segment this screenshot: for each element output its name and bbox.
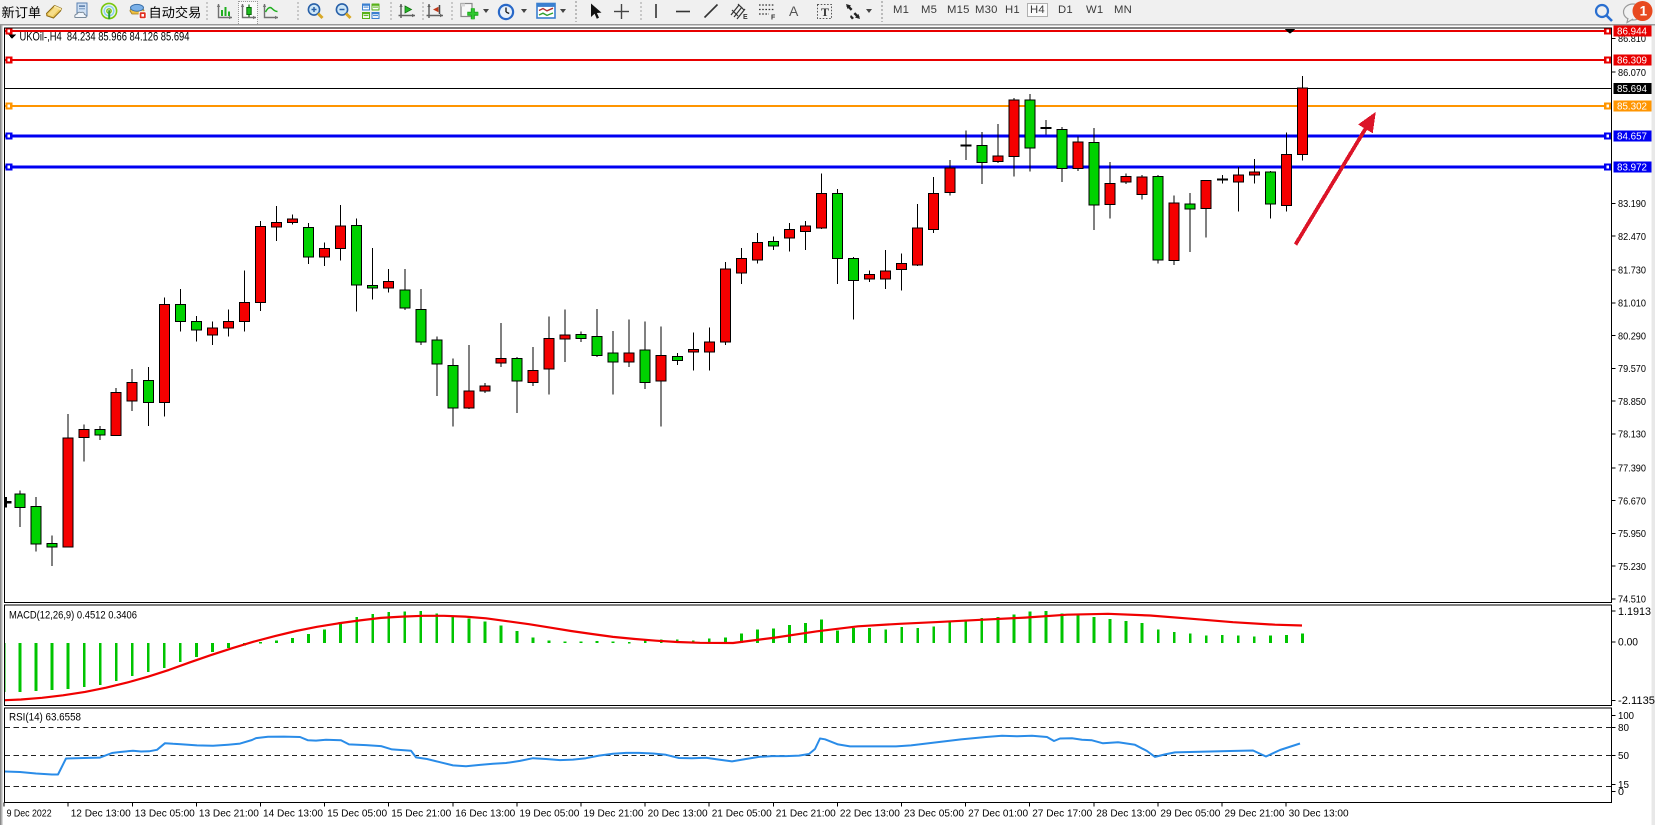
svg-text:13 Dec 05:00: 13 Dec 05:00: [135, 809, 195, 820]
svg-text:85.694: 85.694: [1617, 84, 1647, 95]
svg-text:15 Dec 21:00: 15 Dec 21:00: [391, 809, 451, 820]
svg-text:30 Dec 13:00: 30 Dec 13:00: [1289, 809, 1349, 820]
svg-text:84.657: 84.657: [1617, 132, 1647, 143]
svg-text:-2.1135: -2.1135: [1618, 695, 1655, 707]
svg-text:MACD(12,26,9) 0.4512 0.3406: MACD(12,26,9) 0.4512 0.3406: [9, 610, 137, 622]
svg-text:21 Dec 05:00: 21 Dec 05:00: [712, 809, 772, 820]
svg-text:83.972: 83.972: [1617, 163, 1647, 174]
svg-text:23 Dec 05:00: 23 Dec 05:00: [904, 809, 964, 820]
svg-text:1: 1: [1640, 4, 1648, 19]
svg-text:80: 80: [1618, 723, 1629, 734]
svg-text:27 Dec 01:00: 27 Dec 01:00: [968, 809, 1028, 820]
svg-text:20 Dec 13:00: 20 Dec 13:00: [648, 809, 708, 820]
svg-text:29 Dec 21:00: 29 Dec 21:00: [1225, 809, 1285, 820]
svg-text:79.570: 79.570: [1618, 364, 1646, 375]
svg-text:76.670: 76.670: [1618, 496, 1646, 507]
svg-text:81.730: 81.730: [1618, 266, 1646, 277]
svg-text:78.850: 78.850: [1618, 397, 1646, 408]
svg-text:75.230: 75.230: [1618, 562, 1646, 573]
svg-text:19 Dec 05:00: 19 Dec 05:00: [519, 809, 579, 820]
svg-text:75.950: 75.950: [1618, 529, 1646, 540]
svg-text:86.070: 86.070: [1618, 68, 1646, 79]
svg-text:14 Dec 13:00: 14 Dec 13:00: [263, 809, 323, 820]
svg-text:9 Dec 2022: 9 Dec 2022: [7, 809, 52, 820]
svg-text:19 Dec 21:00: 19 Dec 21:00: [584, 809, 644, 820]
svg-text:1.1913: 1.1913: [1618, 606, 1651, 618]
svg-text:F: F: [771, 15, 776, 21]
svg-text:77.390: 77.390: [1618, 464, 1646, 475]
svg-text:85.302: 85.302: [1617, 102, 1647, 113]
svg-text:13 Dec 21:00: 13 Dec 21:00: [199, 809, 259, 820]
svg-text:86.944: 86.944: [1617, 27, 1647, 38]
svg-text:100: 100: [1618, 711, 1634, 722]
svg-text:82.470: 82.470: [1618, 232, 1646, 243]
svg-text:RSI(14) 63.6558: RSI(14) 63.6558: [9, 712, 81, 724]
svg-text:15 Dec 05:00: 15 Dec 05:00: [327, 809, 387, 820]
svg-text:0.00: 0.00: [1618, 637, 1638, 649]
svg-text:15: 15: [1618, 780, 1629, 791]
svg-text:0: 0: [1618, 787, 1624, 798]
svg-text:83.190: 83.190: [1618, 199, 1646, 210]
svg-text:E: E: [743, 14, 748, 20]
svg-text:UKOil-,H4 84.234 85.966 84.12: UKOil-,H4 84.234 85.966 84.126 85.694: [20, 30, 190, 44]
svg-text:22 Dec 13:00: 22 Dec 13:00: [840, 809, 900, 820]
svg-text:81.010: 81.010: [1618, 299, 1646, 310]
svg-text:27 Dec 17:00: 27 Dec 17:00: [1032, 809, 1092, 820]
svg-text:86.810: 86.810: [1618, 34, 1646, 45]
svg-text:86.309: 86.309: [1617, 56, 1647, 67]
svg-text:74.510: 74.510: [1618, 595, 1646, 606]
svg-text:78.130: 78.130: [1618, 430, 1646, 441]
svg-text:12 Dec 13:00: 12 Dec 13:00: [71, 809, 131, 820]
svg-text:80.290: 80.290: [1618, 331, 1646, 342]
svg-text:16 Dec 13:00: 16 Dec 13:00: [455, 809, 515, 820]
svg-text:50: 50: [1618, 751, 1629, 762]
svg-text:28 Dec 13:00: 28 Dec 13:00: [1096, 809, 1156, 820]
svg-text:T: T: [821, 5, 829, 19]
svg-text:29 Dec 05:00: 29 Dec 05:00: [1160, 809, 1220, 820]
svg-text:21 Dec 21:00: 21 Dec 21:00: [776, 809, 836, 820]
